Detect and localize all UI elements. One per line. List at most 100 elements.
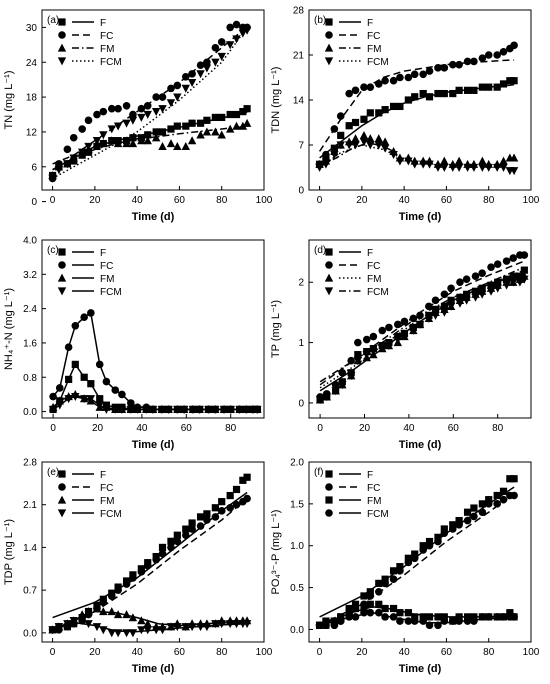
data-point	[380, 137, 390, 146]
data-point	[173, 531, 181, 539]
data-point	[92, 623, 102, 632]
data-point	[404, 617, 413, 625]
x-tick-label: 80	[483, 647, 495, 658]
data-point	[471, 293, 480, 302]
data-point	[470, 613, 478, 621]
data-point	[217, 507, 226, 515]
data-point	[71, 321, 80, 330]
data-point	[99, 626, 108, 635]
y-tick-label: 0	[298, 398, 304, 409]
data-point	[111, 405, 120, 414]
data-point	[425, 67, 434, 75]
panel-label: (c)	[47, 245, 59, 256]
x-tick-label: 40	[132, 195, 144, 206]
data-point	[122, 119, 131, 128]
data-point	[492, 163, 502, 172]
x-axis-title: Time (d)	[399, 663, 442, 675]
data-point	[158, 549, 167, 558]
data-point	[410, 617, 419, 625]
legend-label: FC	[367, 483, 380, 494]
data-point	[187, 78, 197, 87]
data-point	[455, 520, 463, 529]
x-tick-label: 80	[216, 647, 228, 658]
data-point	[418, 160, 428, 169]
data-point	[99, 598, 108, 607]
data-point	[99, 107, 108, 116]
data-point	[463, 163, 472, 172]
data-point	[143, 136, 152, 145]
data-point	[182, 122, 190, 130]
data-point	[128, 629, 138, 638]
data-point	[411, 613, 419, 621]
data-point	[493, 491, 501, 500]
y-tick-label: 2	[298, 278, 304, 289]
x-tick-label: 60	[441, 195, 453, 206]
legend-label: FCM	[100, 57, 122, 68]
data-point	[354, 351, 362, 359]
fit-line	[319, 269, 525, 389]
data-point	[434, 621, 442, 630]
data-point	[396, 567, 404, 575]
series-fc	[315, 41, 518, 169]
data-point	[369, 348, 378, 357]
data-point	[484, 163, 493, 172]
data-point	[218, 113, 226, 122]
data-point	[128, 613, 138, 622]
data-point	[499, 47, 508, 56]
data-point	[359, 130, 369, 139]
legend-marker	[324, 43, 334, 52]
data-point	[440, 308, 449, 317]
data-point	[203, 516, 211, 524]
data-point	[433, 163, 443, 172]
y-tick-label: 30	[26, 23, 38, 34]
legend-label: F	[100, 470, 106, 481]
legend-label: FCM	[100, 287, 122, 298]
data-point	[315, 396, 325, 405]
data-point	[419, 542, 427, 550]
data-point	[77, 610, 87, 619]
data-point	[478, 54, 487, 63]
data-point	[506, 475, 514, 483]
data-point	[79, 395, 89, 404]
legend-label: FCM	[100, 509, 122, 520]
series-fc	[316, 251, 529, 401]
data-point	[396, 102, 404, 111]
data-point	[117, 405, 127, 414]
data-point	[202, 64, 212, 73]
y-tick-label: 1.0	[290, 541, 304, 552]
data-point	[211, 620, 220, 629]
x-tick-label: 0	[317, 647, 323, 658]
data-point	[493, 83, 501, 91]
data-point	[338, 381, 347, 390]
data-point	[152, 93, 160, 101]
data-point	[344, 141, 354, 150]
data-point	[64, 395, 73, 404]
x-tick-label: 60	[174, 195, 186, 206]
plot-frame	[308, 461, 532, 643]
legend-marker	[57, 57, 67, 66]
fit-line	[52, 26, 248, 180]
legend-marker	[325, 496, 333, 504]
data-point	[484, 613, 493, 621]
data-point	[478, 163, 487, 172]
data-point	[253, 405, 262, 414]
panel-label: (a)	[47, 15, 59, 26]
data-point	[455, 60, 463, 69]
data-point	[167, 537, 175, 545]
data-point	[520, 251, 529, 259]
data-point	[345, 613, 353, 621]
data-point	[484, 500, 493, 508]
data-point	[48, 626, 57, 635]
data-point	[374, 80, 383, 88]
data-point	[143, 110, 152, 119]
legend-label: FCM	[367, 287, 389, 298]
panel-label: (e)	[47, 467, 59, 478]
data-point	[232, 121, 241, 130]
plot-frame	[41, 461, 265, 643]
data-point	[434, 64, 442, 72]
data-point	[515, 278, 525, 287]
x-axis-title: Time (d)	[399, 439, 442, 451]
data-point	[336, 617, 345, 625]
data-point	[181, 72, 190, 81]
data-point	[137, 616, 146, 625]
